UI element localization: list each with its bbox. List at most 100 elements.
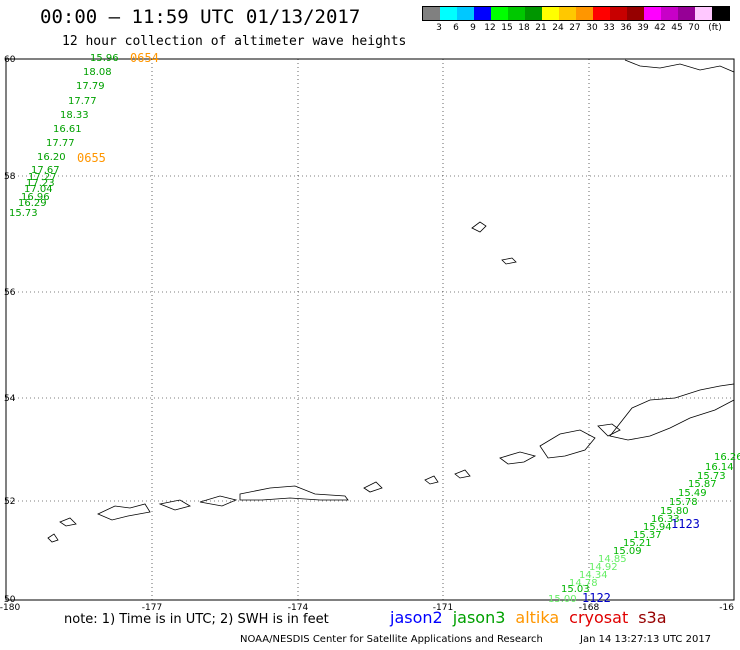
color-legend: 3 6 9 12 15 18 21 24 27 30 33 36 39 42 45 70 (ft) [422,6,730,35]
lon-tick-label: -174 [288,603,309,613]
lon-tick-label: -171 [433,603,453,613]
lon-tick-label: -16 [719,603,734,613]
swh-value: 15.80 [660,506,689,517]
island-unimak [597,423,621,437]
legend-swatch [695,7,712,20]
lat-tick-label: 52 [4,497,15,507]
island-rat [158,499,192,511]
legend-unit: (ft) [708,23,722,33]
footer-generated: Jan 14 13:27:13 UTC 2017 [580,634,712,645]
island-umnak [499,451,537,465]
swh-value: 14.34 [579,570,608,581]
legend-swatch [525,7,542,20]
swh-value: 15.49 [678,488,707,499]
swh-value: 15.94 [643,522,672,533]
swh-value: 17.23 [26,178,55,189]
legend-label: 36 [620,23,632,33]
pass-time-label: 0654 [130,51,159,65]
legend-label: 30 [586,23,598,33]
legend-label: 18 [518,23,530,33]
swh-value: 16.33 [651,514,680,525]
swh-value: 15.87 [688,479,717,490]
legend-label: 24 [552,23,564,33]
legend-label: 33 [603,23,615,33]
legend-swatch [644,7,661,20]
island-kiska [97,503,151,521]
map-title: 00:00 – 11:59 UTC 01/13/2017 [40,6,361,28]
swh-value: 17.77 [68,96,97,107]
pass-time-label: 1122 [582,591,611,605]
swh-value: 15.73 [9,208,38,219]
lat-tick-label: 58 [4,172,16,182]
swh-value: 16.96 [21,192,50,203]
satellite-altika: altika [515,608,560,627]
legend-swatch [508,7,525,20]
legend-swatch [661,7,678,20]
legend-label: 39 [637,23,649,33]
swh-value: 16.61 [53,124,82,135]
island-adak [239,485,349,501]
coast-alaska-north [624,59,735,73]
map-frame [5,58,735,601]
island-atka [363,481,383,493]
swh-value: 14.92 [589,562,618,573]
legend-swatch [542,7,559,20]
island-five [424,475,439,485]
swh-value: 17.79 [76,81,105,92]
island-unalaska [539,429,596,459]
lat-labels: 60 58 56 54 52 50 [4,55,16,605]
track-b: 16.2616.1415.7315.8715.4915.7815.8016.33… [548,452,740,605]
lon-tick-label: -168 [579,603,600,613]
lat-tick-label: 50 [4,595,16,605]
satellite-s3a: s3a [638,608,667,627]
coastline [47,59,735,543]
island-near [47,533,59,543]
legend-swatches [422,6,730,21]
legend-label: 15 [501,23,513,33]
swh-value: 15.78 [669,497,698,508]
legend-labels: 3 6 9 12 15 18 21 24 27 30 33 36 39 42 45 70 (ft) [422,21,730,35]
swh-value: 18.08 [83,67,112,78]
island-a [471,221,487,233]
footer-note: note: 1) Time is in UTC; 2) SWH is in fe… [64,612,329,627]
swh-value: 15.03 [561,584,590,595]
legend-swatch [440,7,457,20]
island-four [454,469,471,479]
coast-peninsula [609,383,735,441]
legend-swatch [457,7,474,20]
legend-label: 42 [654,23,666,33]
satellite-jason2: jason2 [390,608,443,627]
lat-tick-label: 54 [4,394,16,404]
legend-swatch [559,7,576,20]
swh-value: 17.04 [24,184,53,195]
swh-value: 17.77 [46,138,75,149]
grid-lines [6,59,734,600]
swh-value: 18.33 [60,110,89,121]
legend-swatch [712,7,729,20]
swh-value: 16.29 [18,198,47,209]
legend-label: 45 [671,23,683,33]
legend-swatch [610,7,627,20]
pass-time-label: 1123 [671,517,700,531]
swh-value: 15.09 [613,546,642,557]
swh-value: 15.37 [633,530,662,541]
swh-value: 15.00 [548,594,577,605]
island-b [501,257,517,265]
legend-label: 27 [569,23,581,33]
legend-label: 9 [470,23,476,33]
swh-value: 16.26 [714,452,740,463]
lon-tick-label: -180 [0,603,20,613]
legend-label: 70 [688,23,700,33]
lat-tick-label: 60 [4,55,16,65]
legend-swatch [576,7,593,20]
footer-credit: NOAA/NESDIS Center for Satellite Applica… [240,634,543,645]
island-attu [59,517,77,527]
map-subtitle: 12 hour collection of altimeter wave hei… [62,34,407,49]
swh-value: 14.78 [569,578,598,589]
legend-swatch [627,7,644,20]
legend-swatch [593,7,610,20]
swh-value: 17.27 [28,172,57,183]
swh-value: 15.73 [697,471,726,482]
lon-labels: -180 -177 -174 -171 -168 -16 [0,603,734,613]
